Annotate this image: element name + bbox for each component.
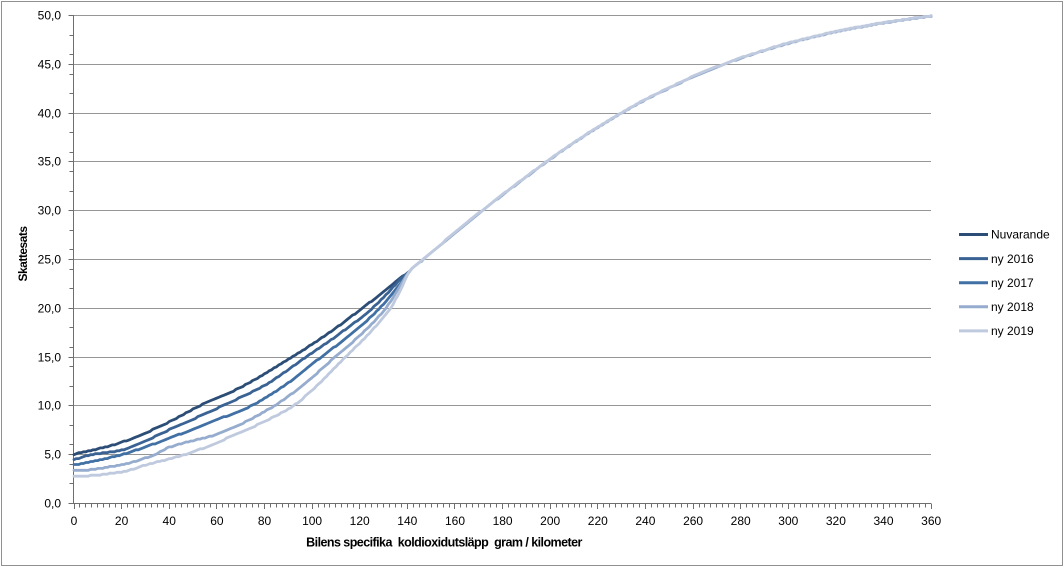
svg-text:ny 2017: ny 2017: [991, 276, 1034, 290]
svg-text:Bilens specifika koldioxiduts: Bilens specifika koldioxidutsläpp gram /…: [306, 536, 582, 550]
svg-text:200: 200: [540, 514, 560, 528]
svg-text:120: 120: [350, 514, 370, 528]
svg-text:300: 300: [778, 514, 798, 528]
svg-text:360: 360: [921, 514, 941, 528]
svg-text:0,0: 0,0: [44, 497, 61, 511]
svg-text:240: 240: [635, 514, 655, 528]
svg-text:0: 0: [71, 514, 78, 528]
svg-text:ny 2016: ny 2016: [991, 252, 1034, 266]
svg-text:220: 220: [588, 514, 608, 528]
svg-text:ny 2018: ny 2018: [991, 300, 1034, 314]
svg-text:340: 340: [873, 514, 893, 528]
svg-text:25,0: 25,0: [38, 253, 62, 267]
svg-text:40: 40: [163, 514, 177, 528]
svg-text:80: 80: [258, 514, 272, 528]
svg-text:ny 2019: ny 2019: [991, 324, 1034, 338]
svg-text:20: 20: [115, 514, 129, 528]
svg-text:180: 180: [493, 514, 513, 528]
svg-text:Nuvarande: Nuvarande: [991, 228, 1050, 242]
svg-text:50,0: 50,0: [38, 9, 62, 23]
svg-text:15,0: 15,0: [38, 351, 62, 365]
svg-text:Skattesats: Skattesats: [16, 226, 30, 282]
svg-text:40,0: 40,0: [38, 107, 62, 121]
svg-text:30,0: 30,0: [38, 204, 62, 218]
svg-text:100: 100: [302, 514, 322, 528]
svg-text:260: 260: [683, 514, 703, 528]
svg-text:160: 160: [445, 514, 465, 528]
svg-text:320: 320: [826, 514, 846, 528]
svg-text:35,0: 35,0: [38, 155, 62, 169]
svg-text:10,0: 10,0: [38, 399, 62, 413]
svg-text:5,0: 5,0: [44, 448, 61, 462]
svg-text:60: 60: [210, 514, 224, 528]
svg-text:45,0: 45,0: [38, 58, 62, 72]
svg-text:20,0: 20,0: [38, 302, 62, 316]
svg-text:280: 280: [731, 514, 751, 528]
svg-text:140: 140: [397, 514, 417, 528]
